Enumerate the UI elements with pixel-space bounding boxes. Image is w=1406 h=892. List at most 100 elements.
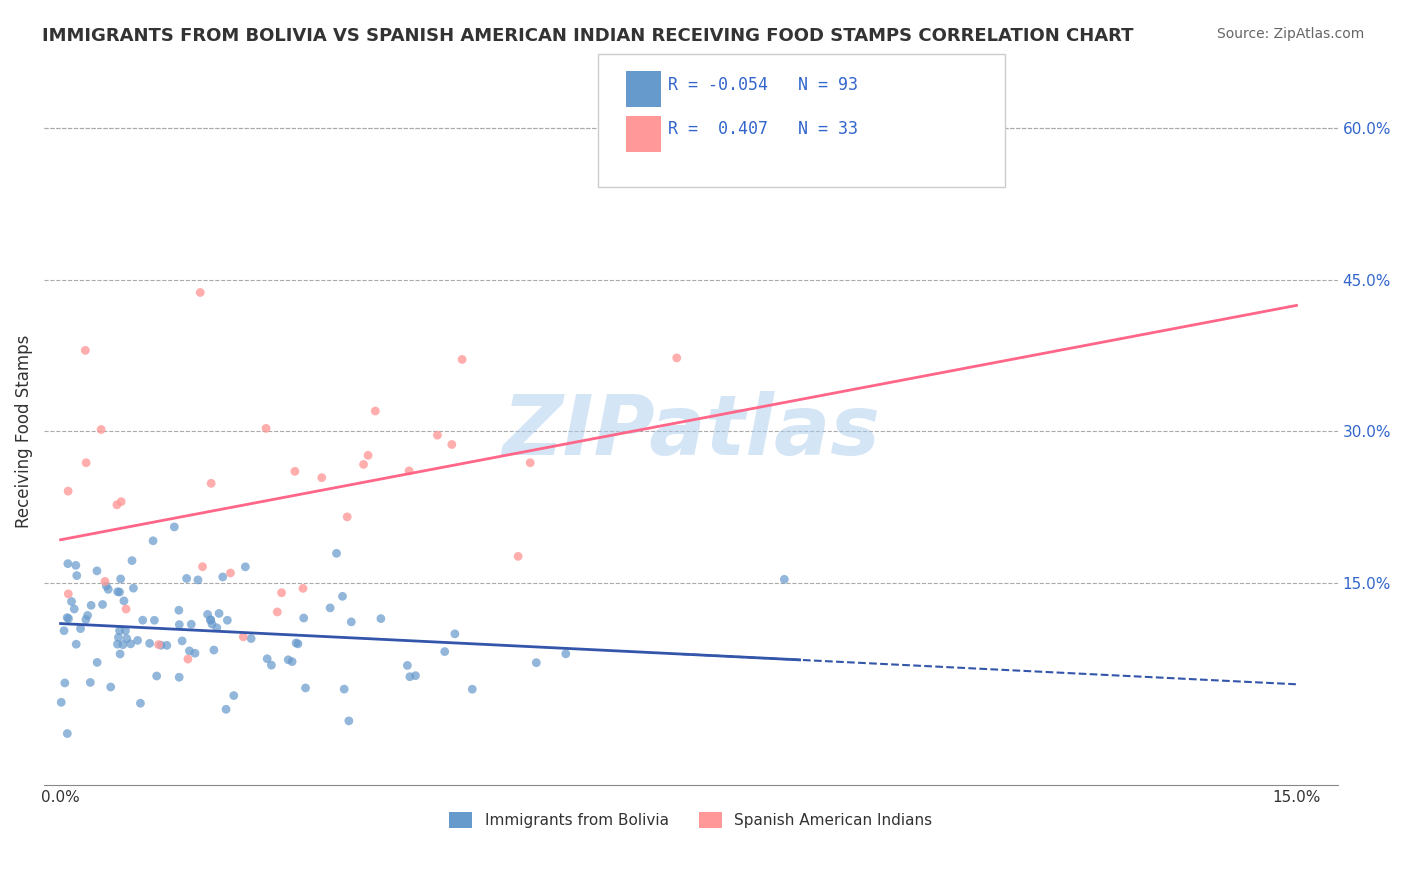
Point: [58, 612, 80, 626]
Text: ZIPatlas: ZIPatlas: [502, 391, 880, 472]
Point: [399, 670, 422, 684]
Point: [197, 607, 219, 622]
Point: [554, 647, 576, 661]
Point: [66, 568, 89, 582]
Point: [188, 285, 211, 300]
Point: [201, 617, 224, 632]
Point: [91, 598, 114, 612]
Point: [287, 637, 309, 651]
Point: [508, 549, 530, 564]
Point: [145, 669, 167, 683]
Point: [115, 632, 138, 646]
Point: [142, 533, 165, 548]
Point: [108, 585, 131, 599]
Point: [281, 655, 304, 669]
Point: [150, 638, 173, 652]
Point: [773, 572, 796, 586]
Point: [211, 570, 233, 584]
Point: [75, 456, 97, 470]
Point: [107, 631, 129, 645]
Point: [115, 602, 138, 616]
Point: [357, 448, 380, 462]
Point: [277, 653, 299, 667]
Point: [200, 613, 222, 627]
Point: [426, 428, 449, 442]
Point: [167, 603, 190, 617]
Point: [519, 456, 541, 470]
Point: [254, 421, 277, 435]
Point: [187, 573, 209, 587]
Point: [156, 639, 179, 653]
Point: [60, 594, 83, 608]
Point: [222, 689, 245, 703]
Point: [270, 585, 292, 599]
Point: [285, 636, 308, 650]
Point: [235, 559, 257, 574]
Legend: Immigrants from Bolivia, Spanish American Indians: Immigrants from Bolivia, Spanish America…: [443, 805, 938, 834]
Point: [184, 646, 207, 660]
Point: [167, 670, 190, 684]
Point: [53, 676, 76, 690]
Point: [100, 680, 122, 694]
Point: [433, 644, 456, 658]
Point: [97, 582, 120, 597]
Point: [75, 343, 97, 358]
Point: [65, 637, 87, 651]
Point: [179, 644, 201, 658]
Point: [325, 546, 347, 560]
Point: [121, 554, 143, 568]
Point: [205, 621, 228, 635]
Point: [294, 681, 316, 695]
Point: [110, 572, 132, 586]
Point: [111, 638, 134, 652]
Point: [138, 636, 160, 650]
Point: [53, 624, 76, 638]
Point: [63, 602, 86, 616]
Point: [108, 624, 131, 638]
Point: [86, 656, 108, 670]
Point: [96, 579, 118, 593]
Point: [69, 622, 91, 636]
Point: [336, 509, 359, 524]
Point: [260, 658, 283, 673]
Point: [58, 587, 80, 601]
Point: [112, 594, 135, 608]
Point: [143, 613, 166, 627]
Point: [132, 613, 155, 627]
Point: [208, 607, 231, 621]
Text: Source: ZipAtlas.com: Source: ZipAtlas.com: [1216, 27, 1364, 41]
Point: [451, 352, 474, 367]
Point: [440, 437, 463, 451]
Point: [444, 627, 467, 641]
Point: [169, 617, 191, 632]
Text: IMMIGRANTS FROM BOLIVIA VS SPANISH AMERICAN INDIAN RECEIVING FOOD STAMPS CORRELA: IMMIGRANTS FROM BOLIVIA VS SPANISH AMERI…: [42, 27, 1133, 45]
Text: R = -0.054   N = 93: R = -0.054 N = 93: [668, 76, 858, 94]
Point: [200, 476, 222, 491]
Point: [120, 637, 142, 651]
Point: [292, 611, 315, 625]
Point: [163, 520, 186, 534]
Point: [127, 633, 149, 648]
Point: [461, 682, 484, 697]
Point: [240, 632, 263, 646]
Point: [105, 498, 128, 512]
Point: [176, 571, 198, 585]
Point: [86, 564, 108, 578]
Point: [202, 643, 225, 657]
Point: [56, 484, 79, 499]
Point: [311, 470, 333, 484]
Point: [177, 652, 200, 666]
Point: [396, 658, 419, 673]
Point: [80, 599, 103, 613]
Point: [180, 617, 202, 632]
Text: R =  0.407   N = 33: R = 0.407 N = 33: [668, 120, 858, 138]
Point: [337, 714, 360, 728]
Point: [340, 615, 363, 629]
Point: [353, 458, 375, 472]
Point: [319, 601, 342, 615]
Point: [110, 494, 132, 508]
Point: [107, 637, 129, 651]
Point: [292, 582, 315, 596]
Point: [191, 559, 214, 574]
Point: [56, 726, 79, 740]
